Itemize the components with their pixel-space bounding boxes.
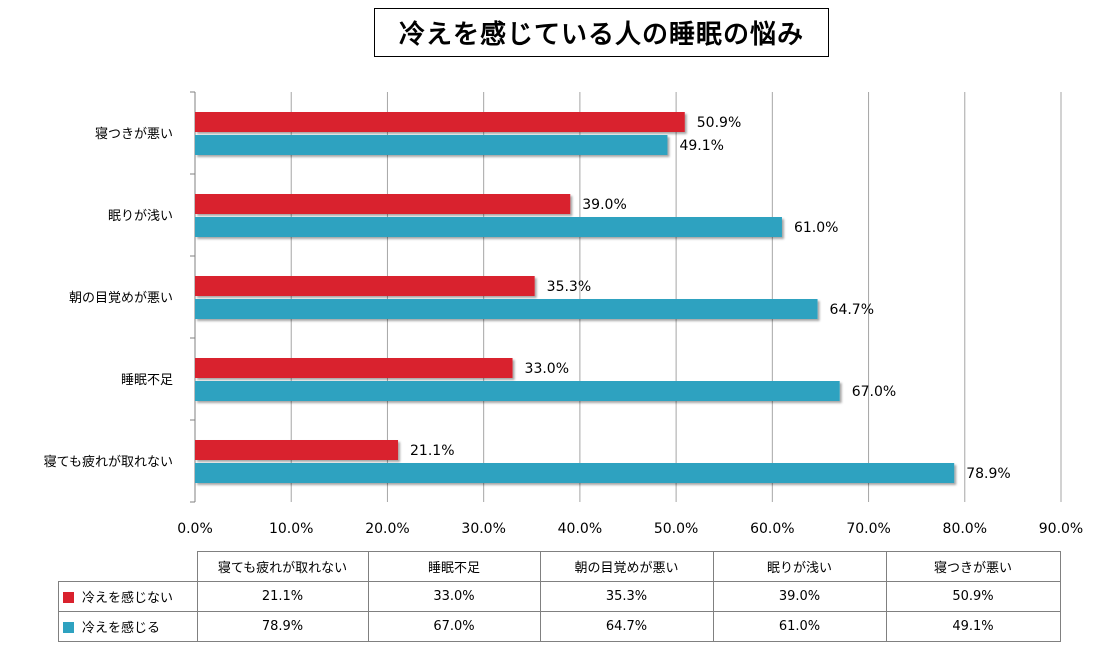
table-row: 冷えを感じる 78.9% 67.0% 64.7% 61.0% 49.1%	[58, 611, 1061, 642]
data-label: 78.9%	[966, 466, 1010, 482]
table-cell: 33.0%	[367, 581, 541, 612]
grid-lines	[290, 92, 1062, 502]
bar	[195, 358, 513, 378]
table-cell: 61.0%	[712, 611, 887, 642]
data-label: 21.1%	[410, 443, 454, 459]
x-tick-label: 30.0%	[461, 521, 505, 537]
bar	[195, 381, 840, 401]
category-label: 寝ても疲れが取れない	[44, 454, 173, 470]
x-tick-label: 60.0%	[750, 521, 794, 537]
category-label: 寝つきが悪い	[95, 126, 173, 142]
bars	[195, 112, 955, 483]
bar-chart: 0.0% 10.0% 20.0% 30.0% 40.0% 50.0% 60.0% 70.0% 8…	[44, 91, 1084, 537]
x-tick-label: 10.0%	[269, 521, 313, 537]
table-header-cell: 眠りが浅い	[712, 551, 887, 582]
x-tick-label: 70.0%	[846, 521, 890, 537]
bar	[195, 463, 955, 483]
table-header-cell: 睡眠不足	[367, 551, 541, 582]
bar	[195, 135, 668, 155]
bar	[195, 112, 685, 132]
data-label: 49.1%	[679, 138, 723, 154]
data-label: 67.0%	[852, 384, 896, 400]
chart-title: 冷えを感じている人の睡眠の悩み	[374, 8, 829, 57]
data-label: 35.3%	[547, 279, 591, 295]
table-cell: 78.9%	[196, 611, 369, 642]
data-label: 64.7%	[830, 302, 874, 318]
legend-swatch-blue	[63, 622, 74, 633]
table-cell: 49.1%	[885, 611, 1061, 642]
table-header-row: 寝ても疲れが取れない 睡眠不足 朝の目覚めが悪い 眠りが浅い 寝つきが悪い	[58, 551, 1061, 582]
bar	[195, 276, 535, 296]
legend-label: 冷えを感じる	[82, 621, 161, 636]
category-label: 睡眠不足	[121, 373, 173, 388]
table-cell: 67.0%	[367, 611, 541, 642]
data-label: 39.0%	[582, 197, 626, 213]
table-cell: 39.0%	[712, 581, 887, 612]
table-cell: 50.9%	[885, 581, 1061, 612]
bar	[195, 299, 818, 319]
axes	[190, 91, 196, 503]
data-label: 61.0%	[794, 220, 838, 236]
table-row: 冷えを感じない 21.1% 33.0% 35.3% 39.0% 50.9%	[58, 581, 1061, 612]
data-table: 寝ても疲れが取れない 睡眠不足 朝の目覚めが悪い 眠りが浅い 寝つきが悪い 冷え…	[58, 551, 1061, 642]
bar	[195, 217, 782, 237]
category-label: 朝の目覚めが悪い	[69, 291, 173, 306]
legend-entry-chill: 冷えを感じる	[58, 611, 198, 642]
x-tick-label: 40.0%	[558, 521, 602, 537]
x-tick-label: 0.0%	[177, 521, 213, 537]
table-cell: 21.1%	[196, 581, 369, 612]
labels: 0.0% 10.0% 20.0% 30.0% 40.0% 50.0% 60.0% 70.0% 8…	[44, 115, 1084, 537]
table-cell: 35.3%	[539, 581, 714, 612]
x-tick-label: 50.0%	[654, 521, 698, 537]
table-cell: 64.7%	[539, 611, 714, 642]
table-header-cell: 寝ても疲れが取れない	[196, 551, 369, 582]
x-tick-label: 90.0%	[1039, 521, 1083, 537]
x-tick-label: 20.0%	[365, 521, 409, 537]
data-label: 33.0%	[525, 361, 569, 377]
table-header-cell: 寝つきが悪い	[885, 551, 1061, 582]
category-label: 眠りが浅い	[108, 209, 173, 224]
legend-swatch-red	[63, 592, 74, 603]
bar	[195, 194, 571, 214]
x-tick-label: 80.0%	[943, 521, 987, 537]
legend-entry-no-chill: 冷えを感じない	[58, 581, 198, 612]
legend-label: 冷えを感じない	[82, 591, 174, 606]
bar	[195, 440, 399, 460]
data-label: 50.9%	[697, 115, 741, 131]
table-header-cell: 朝の目覚めが悪い	[539, 551, 714, 582]
